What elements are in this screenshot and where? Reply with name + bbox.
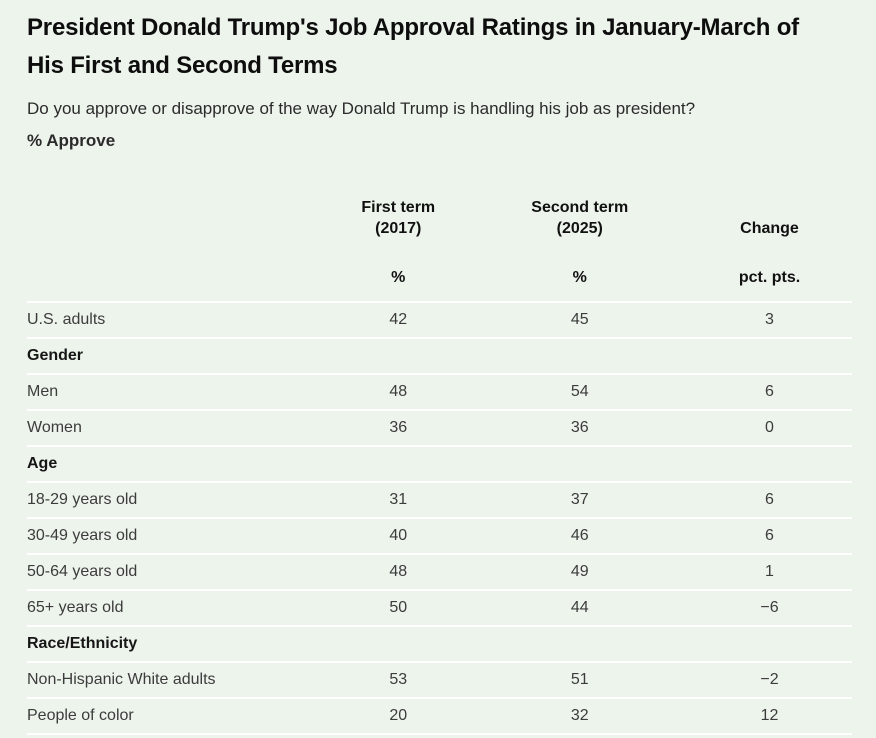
table-body: U.S. adults 42 45 3 Gender Men 48 54 6 W… — [27, 302, 852, 735]
change-value: 6 — [687, 518, 852, 555]
change-value: 6 — [687, 482, 852, 519]
table-row: U.S. adults 42 45 3 — [27, 302, 852, 339]
change-value: 6 — [687, 374, 852, 411]
col-header-first-term: First term (2017) — [361, 199, 436, 237]
unit-header-row: % % pct. pts. — [27, 239, 852, 303]
second-term-value: 32 — [472, 698, 687, 735]
second-term-value: 45 — [472, 302, 687, 339]
approval-ratings-table: First term (2017) Second term (2025) Cha… — [27, 197, 852, 735]
group-row: Race/Ethnicity — [27, 626, 852, 663]
change-value: −6 — [687, 590, 852, 627]
group-row: Age — [27, 446, 852, 483]
first-term-value: 42 — [324, 302, 473, 339]
group-label: Age — [27, 446, 852, 483]
group-label: Gender — [27, 338, 852, 375]
row-label: 50-64 years old — [27, 554, 324, 591]
metric-label: % Approve — [27, 131, 116, 150]
first-term-value: 48 — [324, 374, 473, 411]
first-term-value: 36 — [324, 410, 473, 447]
second-term-value: 37 — [472, 482, 687, 519]
row-label: 30-49 years old — [27, 518, 324, 555]
change-value: 3 — [687, 302, 852, 339]
table-header: First term (2017) Second term (2025) Cha… — [27, 197, 852, 303]
row-label: 18-29 years old — [27, 482, 324, 519]
change-value: 0 — [687, 410, 852, 447]
first-term-value: 20 — [324, 698, 473, 735]
first-term-value: 40 — [324, 518, 473, 555]
table-row: 65+ years old 50 44 −6 — [27, 590, 852, 627]
table-row: Men 48 54 6 — [27, 374, 852, 411]
change-value: 1 — [687, 554, 852, 591]
change-value: −2 — [687, 662, 852, 699]
first-term-value: 50 — [324, 590, 473, 627]
table-row: People of color 20 32 12 — [27, 698, 852, 735]
first-term-value: 48 — [324, 554, 473, 591]
group-label: Race/Ethnicity — [27, 626, 852, 663]
first-term-value: 53 — [324, 662, 473, 699]
row-label: U.S. adults — [27, 302, 324, 339]
row-label: People of color — [27, 698, 324, 735]
unit-first-term: % — [324, 239, 473, 303]
empty-unit-cell — [27, 239, 324, 303]
page-title: President Donald Trump's Job Approval Ra… — [27, 14, 799, 79]
col-header-second-term: Second term (2025) — [531, 199, 629, 237]
second-term-value: 46 — [472, 518, 687, 555]
first-term-value: 31 — [324, 482, 473, 519]
table-row: 18-29 years old 31 37 6 — [27, 482, 852, 519]
row-label: 65+ years old — [27, 590, 324, 627]
row-label: Women — [27, 410, 324, 447]
row-label: Men — [27, 374, 324, 411]
group-row: Gender — [27, 338, 852, 375]
change-value: 12 — [687, 698, 852, 735]
unit-second-term: % — [472, 239, 687, 303]
table-row: 30-49 years old 40 46 6 — [27, 518, 852, 555]
second-term-value: 49 — [472, 554, 687, 591]
col-header-change: Change — [740, 220, 799, 237]
second-term-value: 44 — [472, 590, 687, 627]
second-term-value: 36 — [472, 410, 687, 447]
unit-change: pct. pts. — [687, 239, 852, 303]
poll-question: Do you approve or disapprove of the way … — [27, 99, 696, 118]
empty-header-cell — [27, 197, 324, 239]
column-header-row: First term (2017) Second term (2025) Cha… — [27, 197, 852, 239]
second-term-value: 54 — [472, 374, 687, 411]
table-row: 50-64 years old 48 49 1 — [27, 554, 852, 591]
second-term-value: 51 — [472, 662, 687, 699]
table-row: Women 36 36 0 — [27, 410, 852, 447]
row-label: Non-Hispanic White adults — [27, 662, 324, 699]
table-row: Non-Hispanic White adults 53 51 −2 — [27, 662, 852, 699]
